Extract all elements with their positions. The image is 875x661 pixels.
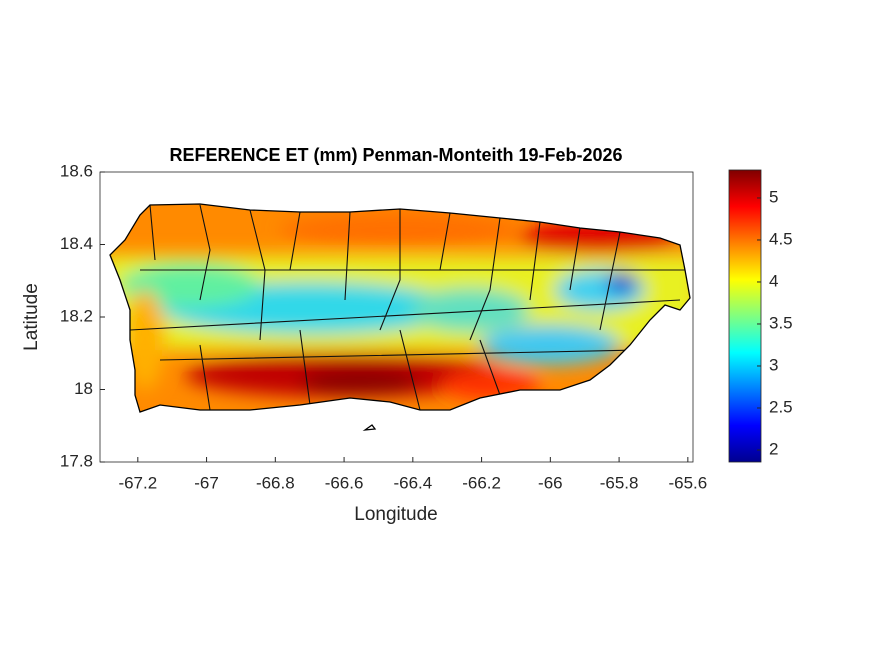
y-tick-label: 18 <box>74 379 93 398</box>
colorbar-tick-label: 4 <box>769 271 778 290</box>
colorbar-tick-label: 5 <box>769 187 778 206</box>
x-tick-label: -66.2 <box>462 473 501 492</box>
x-tick-label: -66.6 <box>325 473 364 492</box>
y-tick-label: 18.6 <box>60 161 93 180</box>
x-tick-label: -65.6 <box>668 473 707 492</box>
colorbar-tick-label: 3.5 <box>769 313 793 332</box>
colorbar-tick-label: 3 <box>769 355 778 374</box>
colorbar-tick-label: 4.5 <box>769 229 793 248</box>
y-tick-label: 18.4 <box>60 234 93 253</box>
y-axis-label: Latitude <box>21 283 42 351</box>
chart-title: REFERENCE ET (mm) Penman-Monteith 19-Feb… <box>169 145 622 165</box>
coastline <box>109 203 691 431</box>
municipality-borders <box>129 204 690 411</box>
y-tick-label: 18.2 <box>60 306 93 325</box>
y-tick-label: 17.8 <box>60 451 93 470</box>
x-tick-label: -66 <box>538 473 563 492</box>
x-tick-label: -66.4 <box>393 473 432 492</box>
colorbar <box>728 169 762 463</box>
x-tick-label: -67 <box>194 473 219 492</box>
x-tick-label: -66.8 <box>256 473 295 492</box>
x-axis-label: Longitude <box>354 504 437 525</box>
colorbar-tick-label: 2.5 <box>769 397 793 416</box>
colorbar-tick-label: 2 <box>769 439 778 458</box>
x-tick-label: -67.2 <box>118 473 157 492</box>
x-tick-label: -65.8 <box>600 473 639 492</box>
